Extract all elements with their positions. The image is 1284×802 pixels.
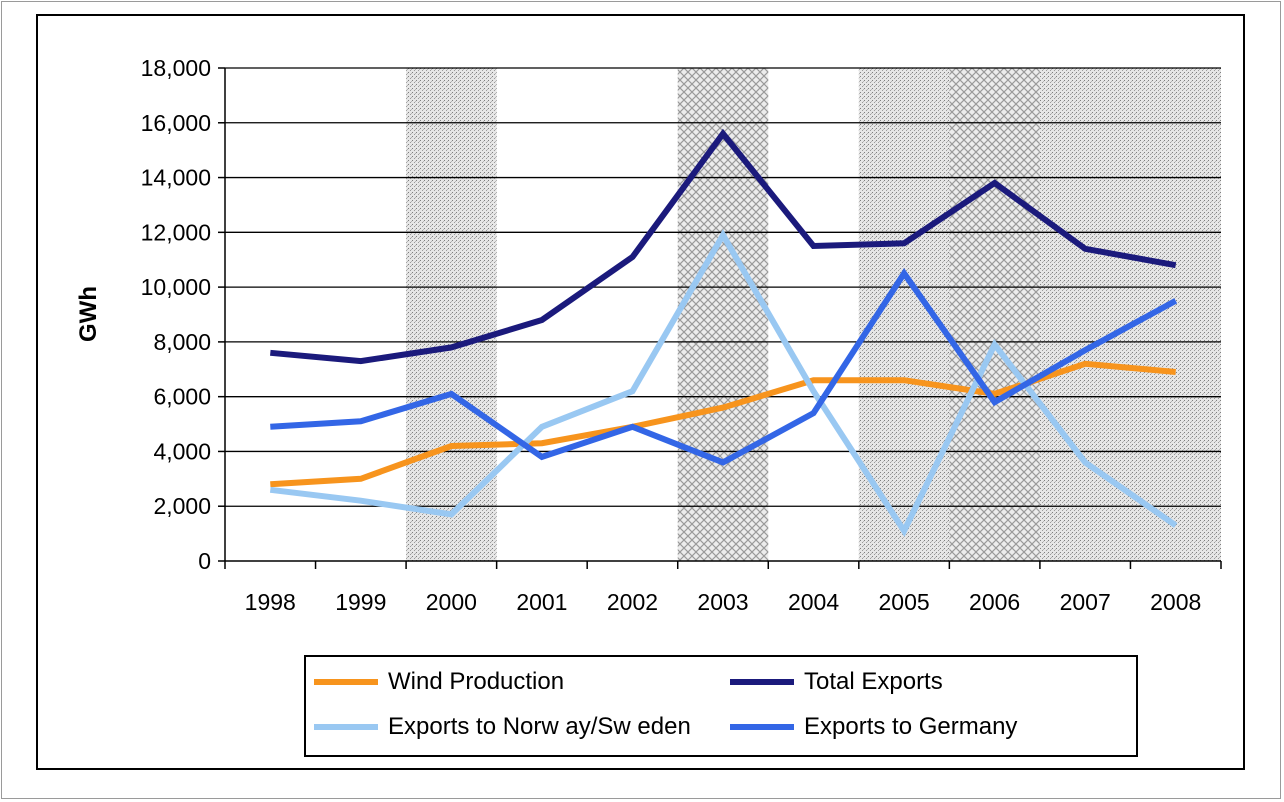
y-tick-label: 16,000 [141, 110, 211, 136]
legend-item-exports-norway-sweden: Exports to Norw ay/Sw eden [314, 712, 691, 742]
y-tick-label: 0 [198, 548, 211, 574]
y-axis-title: GWh [75, 286, 102, 342]
shaded-period-2003 [677, 68, 769, 561]
shaded-period-2007-2008 [1039, 68, 1221, 561]
x-tick-label-2002: 2002 [607, 589, 658, 615]
series-line-exports-to-germany [270, 268, 1178, 466]
legend-label-wind: Wind Production [388, 668, 565, 695]
axes [218, 67, 1222, 569]
legend-item-exports-germany: Exports to Germany [730, 712, 1017, 742]
y-tick-label: 4,000 [153, 438, 211, 464]
x-tick-label-1998: 1998 [245, 589, 296, 615]
legend-label-total: Total Exports [804, 668, 943, 695]
y-tick-label: 10,000 [141, 274, 211, 300]
y-tick-label: 6,000 [153, 384, 211, 410]
x-tick-label-2005: 2005 [879, 589, 930, 615]
y-tick-label: 2,000 [153, 493, 211, 519]
x-tick-label-1999: 1999 [335, 589, 386, 615]
x-tick-label-2008: 2008 [1150, 589, 1201, 615]
legend-item-total-exports: Total Exports [730, 667, 943, 697]
x-tick-label-2000: 2000 [426, 589, 477, 615]
y-tick-label: 18,000 [141, 55, 211, 81]
legend-swatch-total [730, 679, 794, 685]
legend-item-wind-production: Wind Production [314, 667, 564, 697]
series-line-total-exports [270, 128, 1177, 365]
series-lines [269, 128, 1178, 537]
tick-labels: 0 2,000 4,000 6,000 8,000 10,000 12,000 14,000 1… [141, 55, 1202, 615]
y-tick-label: 8,000 [153, 329, 211, 355]
x-tick-label-2004: 2004 [788, 589, 839, 615]
shaded-period-2000 [406, 68, 497, 561]
legend-label-norway: Exports to Norw ay/Sw eden [388, 713, 691, 740]
shaded-period-2006 [949, 68, 1040, 561]
legend-swatch-wind [314, 679, 378, 685]
legend-swatch-norway [314, 724, 378, 730]
legend-swatch-germany [730, 724, 794, 730]
x-tick-label-2003: 2003 [697, 589, 748, 615]
shaded-periods [406, 68, 1221, 561]
x-tick-label-2001: 2001 [516, 589, 567, 615]
x-tick-label-2006: 2006 [969, 589, 1020, 615]
x-tick-label-2007: 2007 [1060, 589, 1111, 615]
y-tick-label: 12,000 [141, 219, 211, 245]
legend-label-germany: Exports to Germany [804, 713, 1018, 740]
y-tick-label: 14,000 [141, 165, 211, 191]
legend: Wind Production Total Exports Exports to… [304, 655, 1138, 757]
